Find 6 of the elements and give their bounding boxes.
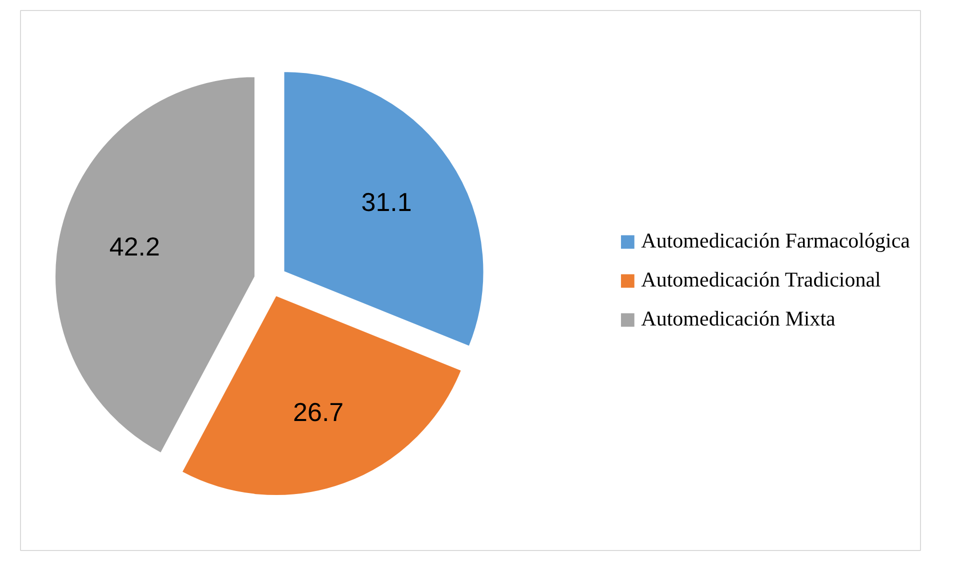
data-label: 26.7 — [293, 397, 344, 428]
legend-label: Automedicación Mixta — [641, 306, 836, 332]
data-label: 42.2 — [109, 232, 160, 262]
data-label: 31.1 — [361, 187, 412, 218]
legend-label: Automedicación Tradicional — [641, 268, 881, 292]
legend-label: Automedicación Farmacológica — [641, 228, 910, 254]
